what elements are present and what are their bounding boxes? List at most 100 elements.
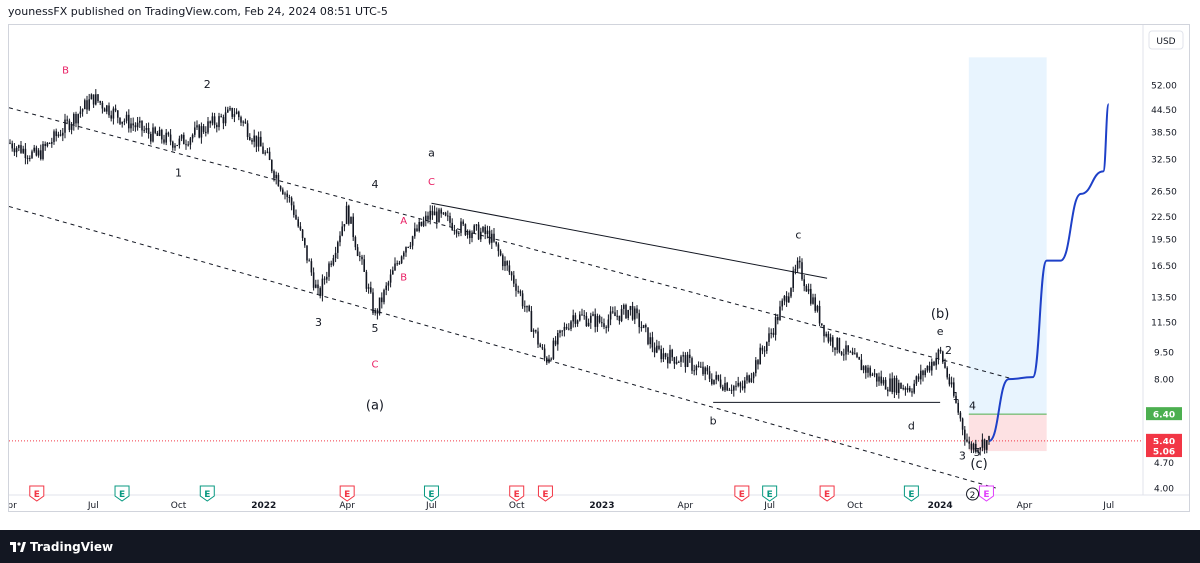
wave-label-3: 4 (371, 178, 378, 191)
candle-body-234 (524, 306, 526, 308)
candle-body-287 (640, 327, 643, 329)
candle-body-423 (939, 349, 942, 352)
candle-body-186 (418, 221, 420, 231)
candle-body-151 (341, 226, 343, 236)
candle-body-431 (957, 402, 959, 413)
circle-marker-label-0: 2 (970, 491, 976, 501)
candle-body-332 (739, 382, 742, 387)
candle-body-180 (405, 247, 407, 253)
candle-body-309 (689, 354, 691, 359)
candle-body-181 (407, 246, 409, 248)
candle-body-134 (304, 238, 306, 246)
candle-body-70 (163, 139, 165, 143)
candle-body-104 (238, 111, 240, 118)
candle-body-204 (458, 232, 460, 234)
candle-body-80 (185, 144, 187, 146)
candle-body-413 (917, 376, 920, 380)
candle-body-277 (618, 315, 621, 321)
earnings-green-marker-2-shape (423, 485, 439, 502)
candle-body-367 (816, 306, 819, 311)
candle-body-185 (416, 228, 418, 231)
candle-body-329 (733, 386, 735, 391)
wave-label-5: 5 (371, 322, 378, 335)
candle-body-344 (766, 342, 768, 351)
candle-body-352 (783, 296, 786, 301)
candle-body-58 (136, 122, 139, 128)
price-badge-14 (1146, 444, 1182, 458)
time-label-12: Apr (1017, 501, 1033, 511)
candle-body-238 (532, 330, 535, 332)
candle-body-18 (48, 142, 51, 144)
candle-body-192 (431, 210, 434, 216)
candle-body-371 (825, 333, 827, 337)
candle-body-253 (565, 326, 568, 329)
candle-body-66 (154, 127, 156, 133)
earnings-red-marker-4-label: E (739, 490, 745, 500)
candle-body-345 (768, 333, 770, 343)
candle-body-301 (671, 349, 673, 358)
candle-body-403 (895, 378, 898, 393)
price-tick-1: 44.50 (1151, 106, 1177, 116)
candle-body-89 (205, 131, 207, 133)
candle-body-372 (827, 333, 830, 342)
candle-body-354 (788, 296, 790, 303)
candle-body-334 (744, 380, 746, 389)
price-tick-5: 22.50 (1151, 213, 1177, 223)
candle-body-92 (211, 116, 214, 124)
candle-body-250 (559, 330, 561, 333)
price-tick-9: 11.50 (1151, 319, 1177, 329)
candle-body-235 (526, 305, 528, 308)
candle-body-88 (202, 126, 205, 132)
candle-body-299 (667, 356, 669, 364)
candle-body-247 (552, 340, 555, 359)
price-tick-2: 38.50 (1151, 129, 1177, 139)
wave-label-16: e (937, 325, 944, 338)
time-label-13: Jul (1102, 501, 1114, 511)
candle-body-347 (772, 332, 775, 335)
candle-body-90 (207, 121, 209, 133)
price-tick-7: 16.50 (1151, 262, 1177, 272)
brand-label: TradingView (30, 540, 114, 554)
candle-body-128 (290, 197, 293, 206)
price-badge-label-13: 5.40 (1153, 437, 1175, 447)
candle-body-357 (794, 268, 797, 271)
candle-body-319 (711, 378, 713, 385)
candle-body-257 (574, 315, 577, 324)
candle-body-424 (942, 351, 944, 363)
candle-body-52 (123, 120, 126, 122)
candle-body-356 (792, 270, 794, 289)
candle-body-417 (926, 365, 929, 371)
candle-body-298 (664, 353, 667, 357)
price-tick-16: 4.00 (1154, 485, 1174, 495)
candle-body-236 (528, 305, 530, 311)
candle-body-207 (464, 224, 467, 235)
candle-body-3 (15, 147, 18, 153)
candle-body-322 (717, 375, 720, 380)
tradingview-brand[interactable]: TradingView (10, 540, 113, 554)
candle-body-213 (477, 224, 480, 240)
candle-body-436 (968, 441, 970, 444)
candle-body-218 (488, 230, 491, 243)
candle-body-166 (374, 310, 376, 314)
candle-body-385 (856, 353, 858, 358)
candle-body-302 (673, 357, 676, 364)
position-target-zone (968, 57, 1047, 415)
candle-body-440 (977, 449, 979, 452)
candle-body-396 (880, 376, 882, 384)
candle-body-282 (629, 306, 632, 310)
candle-body-244 (546, 357, 548, 363)
candle-body-414 (920, 370, 922, 380)
channel-line-1 (9, 206, 996, 489)
wave-label-17: 2 (945, 344, 952, 357)
candle-body-428 (950, 382, 953, 385)
candle-body-1 (11, 143, 13, 149)
earnings-pending-marker-0-label: E (983, 490, 989, 500)
candle-body-308 (686, 354, 689, 367)
wave-label-20: 3 (959, 449, 966, 462)
candle-body-380 (845, 345, 847, 355)
candle-body-280 (625, 304, 627, 318)
candle-body-150 (339, 235, 341, 243)
candle-body-327 (728, 389, 731, 391)
